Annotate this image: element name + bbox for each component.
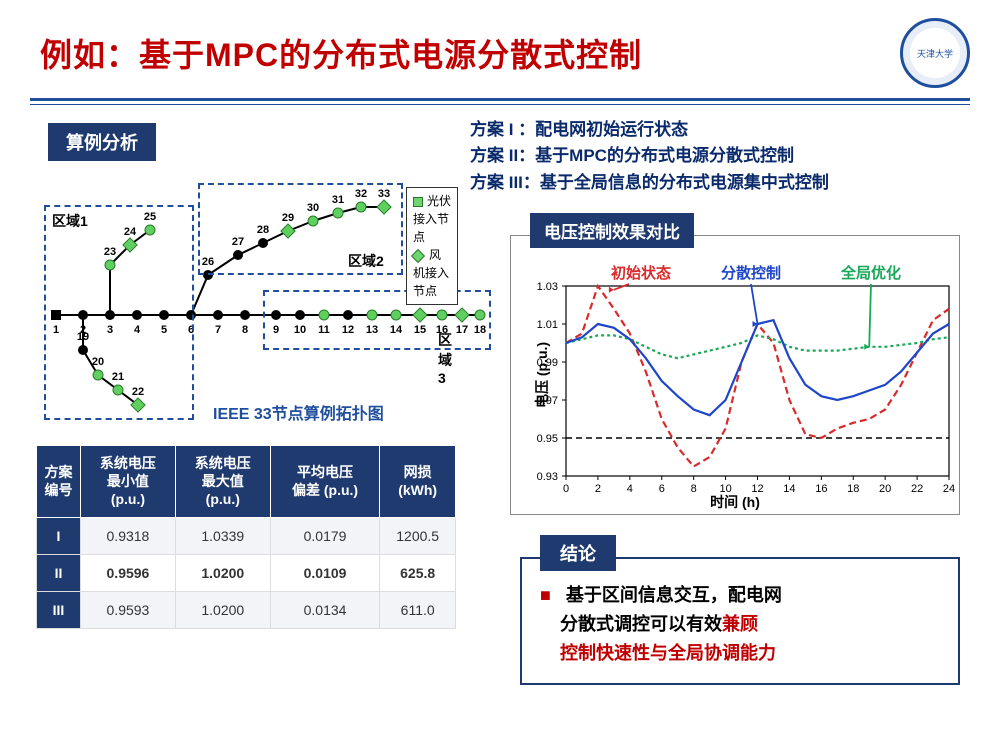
table-row: I0.93181.03390.01791200.5 (37, 517, 456, 554)
conclusion-line2a: 分散式调控可以有效 (560, 614, 722, 634)
row-id: III (37, 591, 81, 628)
svg-text:0.95: 0.95 (537, 433, 558, 445)
scheme-2: 方案 II：基于MPC的分布式电源分散式控制 (470, 143, 829, 169)
svg-text:1.03: 1.03 (537, 281, 558, 293)
svg-text:0: 0 (563, 483, 569, 495)
conclusion-line2b: 兼顾 (722, 614, 758, 634)
svg-text:22: 22 (911, 483, 923, 495)
svg-text:6: 6 (659, 483, 665, 495)
chart-title-badge: 电压控制效果对比 (530, 213, 694, 248)
page-title: 例如：基于MPC的分布式电源分散式控制 (40, 30, 900, 76)
svg-text:8: 8 (242, 324, 248, 336)
scheme-1: 方案 I ：配电网初始运行状态 (470, 117, 829, 143)
table-cell: 625.8 (380, 554, 456, 591)
table-header: 平均电压偏差 (p.u.) (270, 446, 380, 518)
series-label-initial: 初始状态 (611, 262, 671, 283)
conclusion-line1: 基于区间信息交互，配电网 (566, 585, 782, 605)
region-3-label: 区域3 (438, 330, 458, 386)
university-logo: 天津大学 (900, 18, 970, 88)
table-cell: 0.0134 (270, 591, 380, 628)
region-1-box (44, 205, 194, 420)
svg-text:24: 24 (943, 483, 955, 495)
table-cell: 611.0 (380, 591, 456, 628)
table-cell: 0.9318 (81, 517, 176, 554)
table-header: 方案编号 (37, 446, 81, 518)
topology-legend: 光伏接入节点 风机接入节点 (406, 187, 458, 305)
series-label-global: 全局优化 (841, 262, 901, 283)
svg-text:4: 4 (627, 483, 633, 495)
region-1-label: 区域1 (52, 211, 88, 231)
table-cell: 0.0109 (270, 554, 380, 591)
table-cell: 1.0200 (175, 554, 270, 591)
region-2-label: 区域2 (348, 251, 384, 271)
results-table: 方案编号系统电压最小值(p.u.)系统电压最大值(p.u.)平均电压偏差 (p.… (36, 445, 456, 629)
svg-text:0.93: 0.93 (537, 471, 558, 483)
svg-text:8: 8 (691, 483, 697, 495)
divider-thick (30, 98, 970, 101)
topology-caption: IEEE 33节点算例拓扑图 (213, 400, 384, 424)
chart-ylabel: 电压 (p.u.) (532, 342, 552, 408)
svg-text:2: 2 (595, 483, 601, 495)
conclusion-badge: 结论 (540, 535, 616, 571)
conclusion-box: ■ 基于区间信息交互，配电网 分散式调控可以有效兼顾 控制快速性与全局协调能力 (520, 557, 960, 685)
bullet-icon: ■ (540, 585, 551, 605)
row-id: II (37, 554, 81, 591)
table-cell: 0.9593 (81, 591, 176, 628)
voltage-chart: 0.930.950.970.991.011.030246810121416182… (510, 235, 960, 515)
topology-diagram: 1234567891011121314151617181920212223242… (38, 165, 458, 425)
table-row: II0.95961.02000.0109625.8 (37, 554, 456, 591)
table-cell: 1.0339 (175, 517, 270, 554)
svg-text:14: 14 (783, 483, 795, 495)
table-cell: 0.9596 (81, 554, 176, 591)
section-badge-analysis: 算例分析 (48, 123, 156, 161)
table-header: 系统电压最大值(p.u.) (175, 446, 270, 518)
table-cell: 0.0179 (270, 517, 380, 554)
table-cell: 1.0200 (175, 591, 270, 628)
scheme-list: 方案 I ：配电网初始运行状态 方案 II：基于MPC的分布式电源分散式控制 方… (470, 117, 829, 196)
row-id: I (37, 517, 81, 554)
chart-xlabel: 时间 (h) (710, 492, 760, 512)
svg-text:7: 7 (215, 324, 221, 336)
table-header: 系统电压最小值(p.u.) (81, 446, 176, 518)
svg-text:20: 20 (879, 483, 891, 495)
conclusion-line3: 控制快速性与全局协调能力 (560, 643, 776, 663)
table-row: III0.95931.02000.0134611.0 (37, 591, 456, 628)
svg-text:16: 16 (815, 483, 827, 495)
table-header: 网损(kWh) (380, 446, 456, 518)
series-label-decentral: 分散控制 (721, 262, 781, 283)
svg-text:1.01: 1.01 (537, 319, 558, 331)
scheme-3: 方案 III：基于全局信息的分布式电源集中式控制 (470, 170, 829, 196)
svg-text:18: 18 (847, 483, 859, 495)
table-cell: 1200.5 (380, 517, 456, 554)
